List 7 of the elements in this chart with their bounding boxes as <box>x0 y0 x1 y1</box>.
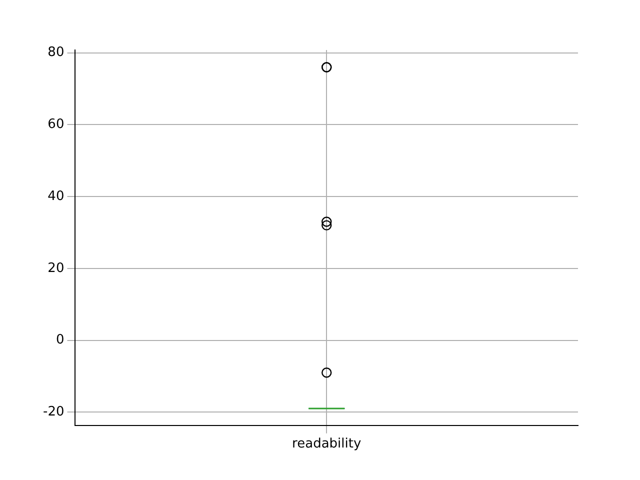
x-tick-label: readability <box>292 436 362 452</box>
y-tick-label: 60 <box>48 117 64 132</box>
y-tick-label: -20 <box>43 404 64 420</box>
y-tick-label: 0 <box>56 332 64 348</box>
y-tick-label: 40 <box>48 188 64 204</box>
y-tick-label: 20 <box>48 260 64 276</box>
y-tick-label: 80 <box>48 45 64 60</box>
